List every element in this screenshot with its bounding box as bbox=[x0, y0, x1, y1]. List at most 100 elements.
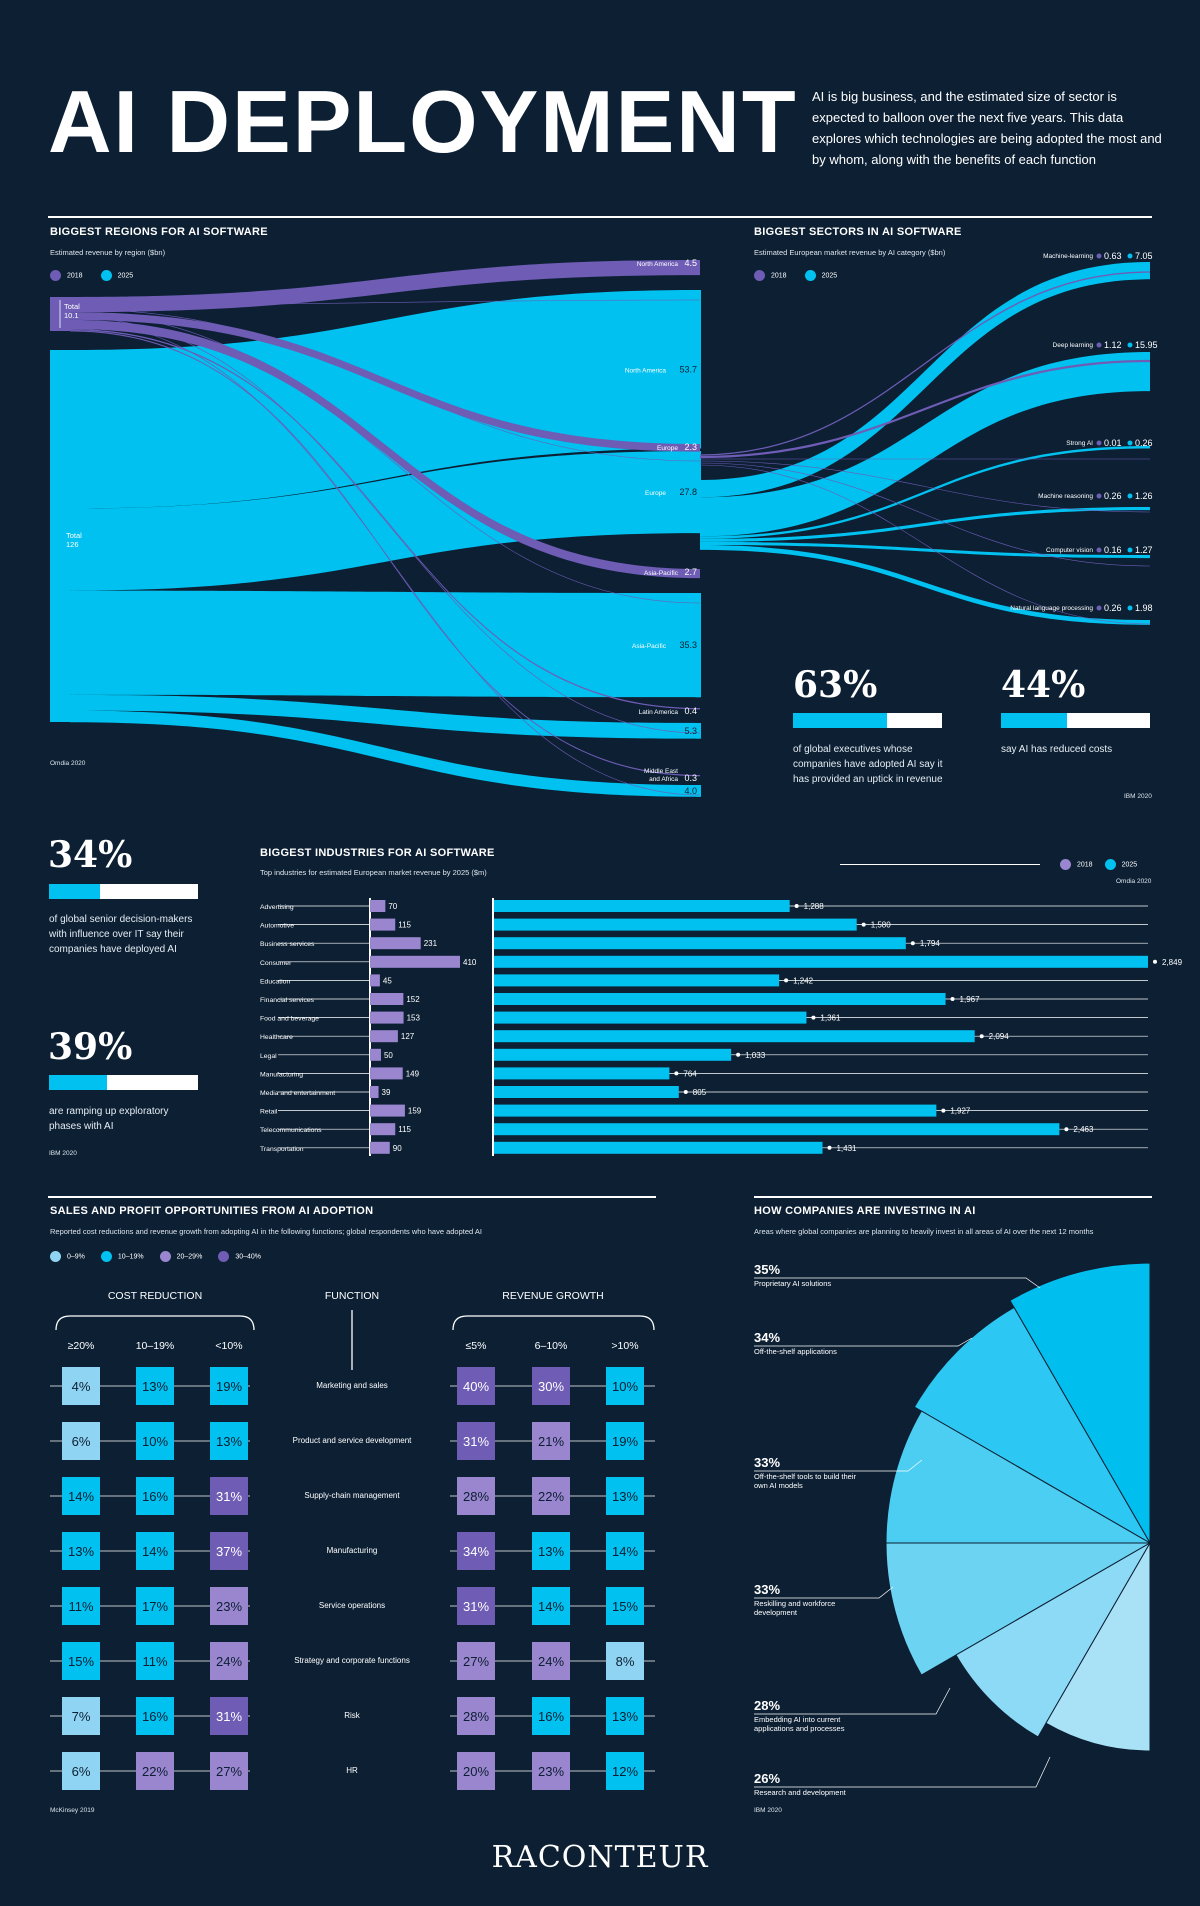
legend-dot-2025 bbox=[1127, 547, 1133, 553]
region-label-2025: Europe bbox=[645, 490, 666, 497]
revenue-bracket bbox=[452, 1315, 655, 1331]
industry-value-2018: 127 bbox=[401, 1032, 415, 1041]
industry-value-2018: 45 bbox=[383, 976, 392, 985]
opportunity-cell: 22% bbox=[532, 1477, 570, 1515]
stat-34-value: 34% bbox=[48, 834, 133, 876]
industry-bar-2018 bbox=[370, 1086, 379, 1098]
legend-item: 0–9% bbox=[50, 1251, 85, 1262]
legend-dot-2018 bbox=[1096, 493, 1102, 499]
legend-dot-2018 bbox=[1096, 342, 1102, 348]
legend-dot bbox=[50, 1251, 61, 1262]
legend-2018: 2018 bbox=[754, 270, 787, 281]
investment-label: Embedding AI into current applications a… bbox=[754, 1715, 845, 1733]
region-value-2025: 35.3 bbox=[679, 640, 697, 650]
stat-34-bar-fill bbox=[49, 884, 100, 899]
industry-marker bbox=[794, 904, 799, 908]
investment-label: Proprietary AI solutions bbox=[754, 1279, 832, 1288]
investment-label: Reskilling and workforce development bbox=[754, 1599, 836, 1617]
opportunities-source: McKinsey 2019 bbox=[50, 1807, 95, 1814]
opportunity-cell: 31% bbox=[457, 1587, 495, 1625]
regions-subtitle: Estimated revenue by region ($bn) bbox=[50, 248, 166, 257]
opportunity-cell: 31% bbox=[457, 1422, 495, 1460]
investing-subtitle: Areas where global companies are plannin… bbox=[754, 1227, 1094, 1236]
sector-value-2025: 0.26 bbox=[1135, 438, 1153, 448]
opportunities-title: SALES AND PROFIT OPPORTUNITIES FROM AI A… bbox=[50, 1205, 374, 1217]
industry-label: Telecommunications bbox=[260, 1127, 322, 1134]
industry-value-2025: 2,849 bbox=[1162, 958, 1183, 967]
industry-marker bbox=[784, 978, 789, 983]
industry-label: Food and beverage bbox=[260, 1016, 319, 1023]
investment-slice bbox=[885, 1410, 1152, 1544]
region-thin-flow bbox=[69, 299, 701, 306]
industry-label: Legal bbox=[260, 1053, 277, 1060]
legend-label: 2025 bbox=[117, 272, 134, 280]
industry-value-2025: 1,288 bbox=[804, 902, 825, 911]
industry-value-2018: 159 bbox=[408, 1107, 422, 1116]
industry-value-2025: 1,033 bbox=[745, 1051, 766, 1060]
total-2025-node bbox=[50, 350, 70, 722]
industry-bar-2018 bbox=[370, 900, 386, 912]
investment-leader-line bbox=[754, 1337, 973, 1347]
stat-34-text: of global senior decision-makers with in… bbox=[49, 914, 193, 955]
sector-flow-2025 bbox=[700, 541, 1150, 559]
cost-reduction-header: COST REDUCTION bbox=[107, 1290, 203, 1302]
sectors-subtitle: Estimated European market revenue by AI … bbox=[754, 248, 946, 257]
industry-value-2018: 231 bbox=[424, 939, 438, 948]
divider bbox=[754, 1196, 1152, 1198]
legend-dot-2018 bbox=[1096, 605, 1102, 611]
industry-marker bbox=[674, 1071, 679, 1076]
sector-value-2018: 1.12 bbox=[1104, 340, 1122, 350]
industry-label: Advertising bbox=[260, 904, 294, 911]
opportunity-cell: 28% bbox=[457, 1477, 495, 1515]
sector-flow-2018 bbox=[699, 464, 1151, 625]
legend-label: 20–29% bbox=[176, 1253, 203, 1261]
stat-39-bar-fill bbox=[49, 1075, 108, 1090]
industry-marker bbox=[1153, 959, 1157, 964]
total-label: Total bbox=[66, 531, 82, 540]
legend-label: 2018 bbox=[1077, 861, 1093, 869]
region-label-2018: Asia-Pacific bbox=[644, 570, 679, 577]
investment-pct: 28% bbox=[754, 1698, 781, 1713]
region-value-2018: 0.3 bbox=[684, 773, 697, 783]
opportunity-cell: 19% bbox=[606, 1422, 644, 1460]
industry-marker bbox=[979, 1034, 984, 1039]
industry-bar-2025 bbox=[494, 993, 946, 1005]
regions-title: BIGGEST REGIONS FOR AI SOFTWARE bbox=[50, 226, 268, 238]
region-thin-flow bbox=[69, 308, 701, 462]
total-2025-label: Total 126 bbox=[66, 531, 82, 549]
legend-dot-2018 bbox=[1096, 440, 1102, 446]
function-label: Risk bbox=[344, 1711, 360, 1720]
sector-flow-2025 bbox=[700, 507, 1150, 542]
industry-marker bbox=[736, 1052, 741, 1057]
industries-source: Omdia 2020 bbox=[1116, 878, 1152, 885]
industry-value-2025: 764 bbox=[683, 1069, 697, 1078]
sector-value-2025: 7.05 bbox=[1135, 251, 1153, 261]
legend-label: 2025 bbox=[821, 272, 838, 280]
sector-value-2025: 1.98 bbox=[1135, 603, 1153, 613]
legend-dot-2025 bbox=[1127, 605, 1133, 611]
industry-bar-2025 bbox=[494, 1104, 937, 1117]
investment-pct: 35% bbox=[754, 1262, 781, 1277]
opportunity-cell: 27% bbox=[210, 1752, 248, 1790]
industry-value-2018: 115 bbox=[398, 921, 411, 930]
stat-44-bar bbox=[1001, 713, 1150, 728]
industry-value-2018: 39 bbox=[382, 1088, 391, 1097]
legend-dot-2025 bbox=[1127, 440, 1133, 446]
industry-bar-2018 bbox=[370, 1141, 390, 1154]
industry-value-2025: 1,242 bbox=[793, 976, 814, 985]
opportunity-cell: 15% bbox=[62, 1642, 100, 1680]
industry-bar-2025 bbox=[494, 1123, 1060, 1136]
legend-label: 30–40% bbox=[235, 1253, 262, 1261]
industry-bar-2018 bbox=[370, 955, 460, 968]
legend-dot-2025 bbox=[1104, 859, 1116, 870]
opportunity-cell: 23% bbox=[532, 1752, 570, 1790]
region-node-2025 bbox=[696, 451, 701, 534]
region-label-2018: and Africa bbox=[649, 776, 678, 783]
industry-value-2018: 50 bbox=[384, 1051, 393, 1060]
industry-bar-2025 bbox=[494, 918, 857, 931]
sector-flow-2025 bbox=[700, 262, 1150, 498]
legend-2018: 2018 bbox=[1060, 859, 1093, 870]
investment-label: Research and development bbox=[754, 1788, 846, 1797]
legend-dot-2018 bbox=[754, 270, 765, 281]
